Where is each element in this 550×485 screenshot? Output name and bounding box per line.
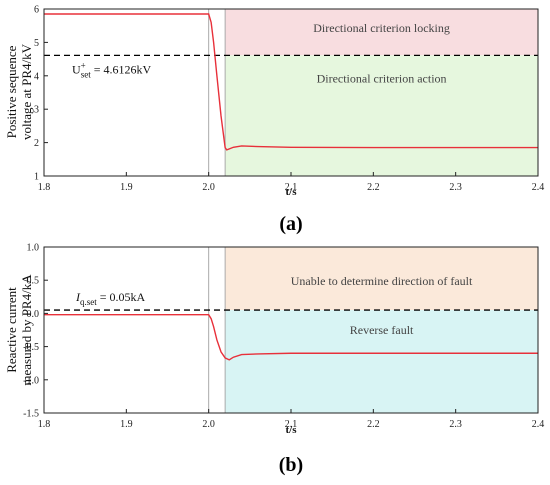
region-unable	[225, 247, 538, 311]
threshold-sub: q.set	[80, 297, 97, 307]
y-axis-label: Positive sequence	[4, 45, 19, 138]
y-tick-label: -0.5	[23, 342, 39, 353]
x-tick-label: 2.0	[202, 419, 215, 430]
x-tick-label: 2.3	[449, 182, 462, 193]
threshold-sup: +	[81, 60, 86, 70]
y-tick-label: 0.5	[27, 276, 40, 287]
x-tick-label: 2.4	[532, 419, 545, 430]
y-tick-label: -1.5	[23, 409, 39, 420]
x-tick-label: 1.9	[120, 182, 133, 193]
series-line	[44, 314, 538, 361]
x-axis-label: t/s	[286, 186, 298, 198]
x-tick-label: 2.1	[285, 182, 298, 193]
x-tick-label: 1.9	[120, 419, 133, 430]
x-tick-label: 2.2	[367, 182, 380, 193]
panel-label: (b)	[279, 454, 303, 476]
threshold-label: Iq.set = 0.05kA	[75, 290, 146, 307]
y-tick-label: 0.0	[27, 309, 40, 320]
x-tick-label: 2.4	[532, 182, 545, 193]
y-tick-label: 5	[34, 38, 39, 49]
y-tick-label: 1.0	[27, 243, 40, 254]
threshold-symbol: U	[72, 62, 81, 76]
threshold-sub: set	[81, 69, 91, 79]
y-axis-label: voltage at PR4/kV	[19, 43, 34, 140]
x-tick-label: 2.3	[449, 419, 462, 430]
x-tick-label: 1.8	[38, 182, 51, 193]
threshold-value: = 0.05kA	[97, 290, 146, 304]
chart-a: 1.8 1.9 2.0 2.1 2.2 2.3 2.4 1 2 3 4 5 6 t/s Positive s…	[4, 5, 544, 236]
region-reverse	[225, 310, 538, 413]
region-label-unable: Unable to determine direction of fault	[291, 274, 473, 288]
region-action	[225, 55, 538, 177]
y-tick-label: 1	[34, 172, 39, 183]
y-axis-label: Reactive current	[4, 287, 19, 373]
x-tick-label: 2.2	[367, 419, 380, 430]
region-label-reverse: Reverse fault	[350, 323, 414, 337]
x-tick-label: 1.8	[38, 419, 51, 430]
y-tick-label: 4	[34, 71, 39, 82]
x-axis-label: t/s	[286, 424, 298, 436]
y-tick-label: 3	[34, 105, 39, 116]
series-line	[44, 13, 538, 151]
y-axis-label: measured by PR4/kA	[19, 274, 34, 386]
y-tick-label: 6	[34, 5, 39, 16]
region-label-locking: Directional criterion locking	[313, 21, 450, 35]
region-label-action: Directional criterion action	[317, 71, 447, 85]
y-tick-label: 2	[34, 138, 39, 149]
threshold-value: = 4.6126kV	[91, 62, 152, 76]
chart-b: 1.8 1.9 2.0 2.1 2.2 2.3 2.4 -1.5 -1.0 -0.5 0.0 0.5 1…	[4, 243, 544, 477]
x-tick-label: 2.0	[202, 182, 215, 193]
y-tick-label: -1.0	[23, 375, 39, 386]
threshold-symbol: I	[75, 290, 81, 304]
region-locking	[225, 9, 538, 56]
panel-label: (a)	[279, 213, 302, 235]
threshold-label: U+ set = 4.6126kV	[72, 60, 152, 79]
x-tick-label: 2.1	[285, 419, 298, 430]
